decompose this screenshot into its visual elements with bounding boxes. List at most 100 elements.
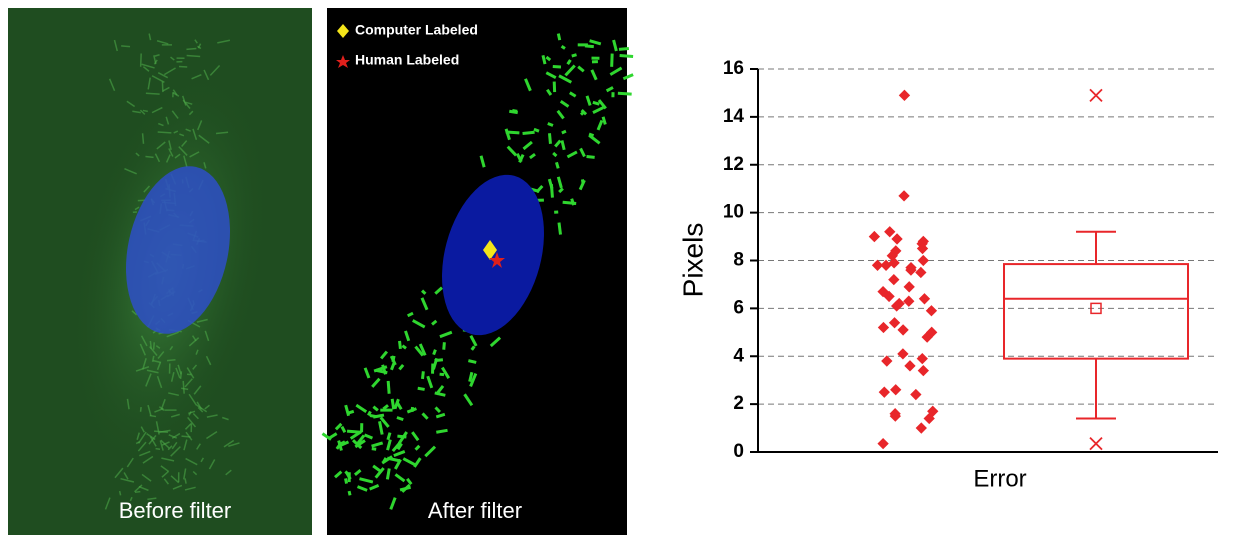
mitochondria (619, 54, 634, 58)
mitochondria (165, 154, 171, 163)
mitochondria (134, 490, 141, 494)
mitochondria (181, 140, 188, 147)
mitochondria (424, 445, 437, 458)
mitochondria (204, 404, 210, 410)
mitochondria (137, 431, 147, 444)
mitochondria (558, 187, 564, 194)
mitochondria (556, 176, 563, 189)
mitochondria (367, 410, 372, 417)
mitochondria (470, 345, 476, 351)
point (877, 321, 890, 334)
mitochondria (153, 430, 168, 433)
mitochondria (154, 54, 160, 57)
mitochondria (141, 63, 155, 69)
mitochondria (385, 468, 391, 480)
mitochondria (155, 421, 160, 435)
mitochondria (380, 350, 389, 360)
mitochondria (463, 393, 474, 407)
mitochondria (504, 128, 511, 141)
caption: After filter (428, 498, 522, 523)
mitochondria (559, 100, 570, 108)
mitochondria (168, 392, 179, 397)
legend-marker (336, 55, 350, 68)
mitochondria (566, 150, 578, 159)
mitochondria (617, 91, 632, 96)
mitochondria (399, 485, 412, 492)
mitochondria (149, 340, 153, 349)
mitochondria (143, 185, 151, 193)
mitochondria (560, 140, 566, 151)
mitochondria (344, 478, 349, 484)
mitochondria (156, 40, 169, 45)
mitochondria (173, 130, 179, 134)
mitochondria (321, 432, 332, 441)
point (903, 281, 915, 293)
mitochondria (379, 416, 390, 428)
mitochondria (556, 109, 565, 120)
mitochondria (138, 485, 149, 492)
mitochondria (435, 412, 446, 419)
point (923, 412, 935, 425)
mitochondria (372, 405, 379, 412)
point (897, 348, 909, 360)
mitochondria (590, 69, 598, 81)
mitochondria (393, 450, 406, 458)
mitochondria (468, 371, 474, 382)
mitochondria (123, 472, 129, 480)
mitochondria (189, 151, 200, 158)
mitochondria (592, 100, 600, 106)
mitochondria (188, 110, 194, 116)
mitochondria (156, 141, 166, 150)
point (880, 259, 892, 271)
mitochondria (124, 167, 137, 175)
mitochondria (618, 46, 630, 51)
mitochondria (359, 477, 374, 484)
mitochondria (344, 470, 350, 476)
mitochondria (184, 378, 193, 388)
y-tick-label: 0 (733, 441, 744, 462)
mitochondria (147, 497, 157, 501)
mitochondria (479, 155, 486, 168)
y-tick-label: 6 (733, 297, 744, 318)
mitochondria (346, 409, 355, 415)
mitochondria (197, 43, 202, 49)
mitochondria (191, 335, 197, 342)
point (884, 226, 896, 238)
y-axis-label: Pixels (677, 223, 708, 298)
mitochondria (161, 471, 169, 478)
mitochondria (139, 406, 142, 412)
mitochondria (355, 434, 366, 446)
box (1003, 263, 1189, 360)
mitochondria (132, 110, 141, 114)
mitochondria (151, 355, 155, 362)
point (890, 300, 903, 312)
mitochondria (196, 404, 208, 413)
mitochondria (139, 450, 151, 457)
mitochondria (160, 398, 166, 409)
mitochondria (592, 106, 604, 114)
mitochondria (353, 469, 362, 476)
mitochondria (441, 366, 451, 379)
mitochondria (192, 128, 198, 140)
mitochondria (588, 134, 601, 145)
mitochondria (547, 133, 552, 144)
mitochondria (215, 131, 229, 135)
mitochondria (347, 490, 352, 496)
mitochondria (545, 71, 557, 79)
mitochondria (363, 367, 371, 379)
point (915, 266, 927, 279)
mitochondria (188, 337, 200, 347)
mitochondria (179, 133, 185, 137)
mitochondria (174, 153, 181, 159)
mitochondria (566, 59, 572, 66)
y-tick-label: 12 (723, 154, 744, 175)
mitochondria (397, 431, 408, 445)
mitochondria (182, 99, 191, 109)
mitochondria (469, 373, 478, 387)
mean (1090, 302, 1102, 315)
mitochondria (378, 421, 384, 435)
mitochondria (406, 311, 414, 318)
mitochondria (558, 74, 573, 84)
mitochondria (386, 439, 392, 451)
mitochondria (426, 375, 434, 389)
